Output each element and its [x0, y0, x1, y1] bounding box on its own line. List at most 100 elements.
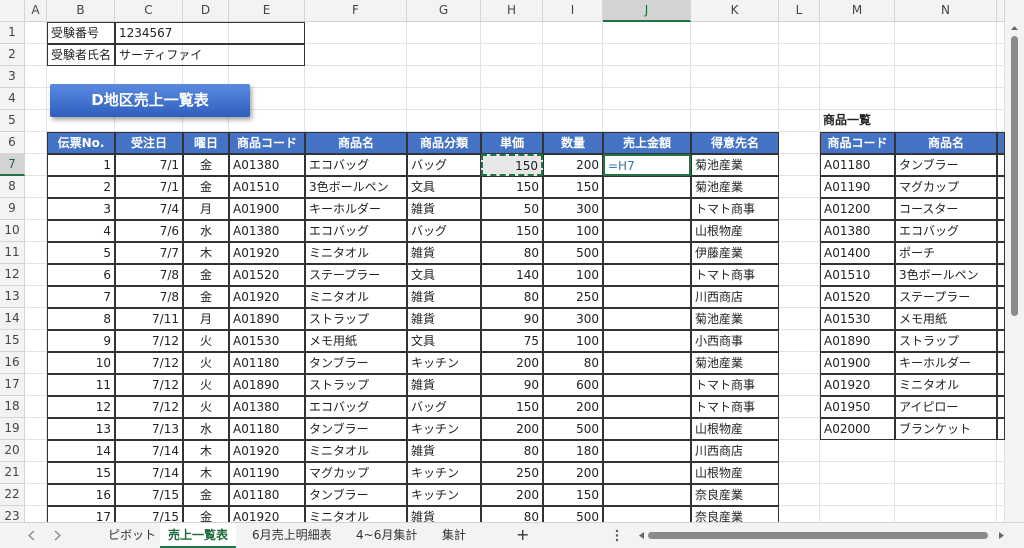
table-cell[interactable]: キッチン — [407, 462, 481, 484]
grid-cell[interactable] — [603, 22, 691, 44]
table-header[interactable]: 曜日 — [183, 132, 229, 154]
row-header[interactable]: 5 — [0, 110, 25, 132]
table-cell[interactable]: 火 — [183, 330, 229, 352]
list-cell[interactable]: エコバッグ — [895, 220, 997, 242]
table-cell[interactable]: A01510 — [229, 176, 305, 198]
list-cell[interactable]: ステープラー — [895, 286, 997, 308]
grid-cell[interactable] — [25, 176, 47, 198]
list-title[interactable]: 商品一覧 — [823, 113, 872, 127]
row-header[interactable]: 6 — [0, 132, 25, 154]
grid-cell[interactable] — [895, 110, 997, 132]
column-header[interactable]: H — [481, 0, 543, 22]
table-cell[interactable]: バッグ — [407, 220, 481, 242]
grid-cell[interactable] — [47, 110, 115, 132]
grid-cell[interactable] — [779, 154, 820, 176]
table-cell[interactable]: A01190 — [229, 462, 305, 484]
table-cell[interactable]: 7/8 — [115, 286, 183, 308]
table-cell[interactable]: タンブラー — [305, 484, 407, 506]
empty-cell[interactable] — [603, 462, 691, 484]
table-cell[interactable]: 90 — [481, 374, 543, 396]
table-cell[interactable]: キッチン — [407, 418, 481, 440]
list-cell-partial[interactable] — [997, 220, 1005, 242]
table-cell[interactable]: 11 — [47, 374, 115, 396]
table-cell[interactable]: 7/12 — [115, 374, 183, 396]
table-cell[interactable]: キッチン — [407, 484, 481, 506]
grid-cell[interactable] — [25, 330, 47, 352]
table-cell[interactable]: 13 — [47, 418, 115, 440]
row-header[interactable]: 19 — [0, 418, 25, 440]
table-cell[interactable]: 月 — [183, 198, 229, 220]
table-cell[interactable]: 木 — [183, 242, 229, 264]
table-cell[interactable]: A01890 — [229, 374, 305, 396]
grid-cell[interactable] — [407, 44, 481, 66]
table-cell[interactable]: 80 — [481, 506, 543, 522]
table-cell[interactable]: 雑貨 — [407, 506, 481, 522]
table-cell[interactable]: 17 — [47, 506, 115, 522]
grid-cell[interactable] — [895, 462, 997, 484]
list-cell[interactable]: A01950 — [820, 396, 895, 418]
table-cell[interactable]: ストラップ — [305, 308, 407, 330]
grid-cell[interactable] — [25, 484, 47, 506]
row-header[interactable]: 3 — [0, 66, 25, 88]
empty-cell[interactable] — [603, 506, 691, 522]
grid-cell[interactable] — [895, 44, 997, 66]
table-cell[interactable]: メモ用紙 — [305, 330, 407, 352]
empty-cell[interactable] — [603, 374, 691, 396]
grid-cell[interactable] — [820, 66, 895, 88]
table-cell[interactable]: 9 — [47, 330, 115, 352]
list-cell[interactable]: コースター — [895, 198, 997, 220]
table-cell[interactable]: 200 — [481, 484, 543, 506]
list-cell-partial[interactable] — [997, 176, 1005, 198]
table-cell[interactable]: 山根物産 — [691, 462, 779, 484]
table-header[interactable]: 数量 — [543, 132, 603, 154]
grid-cell[interactable] — [779, 88, 820, 110]
sheet-tab[interactable]: 4~6月集計 — [356, 528, 418, 542]
table-cell[interactable]: 150 — [481, 220, 543, 242]
table-cell[interactable]: 3色ボールペン — [305, 176, 407, 198]
grid-cell[interactable] — [407, 66, 481, 88]
table-header[interactable]: 伝票No. — [47, 132, 115, 154]
list-cell[interactable]: A01190 — [820, 176, 895, 198]
grid-cell[interactable] — [25, 198, 47, 220]
sheet-tab[interactable]: ピボット — [108, 528, 157, 542]
table-header[interactable]: 商品コード — [229, 132, 305, 154]
table-cell[interactable]: 80 — [543, 352, 603, 374]
table-cell[interactable]: 90 — [481, 308, 543, 330]
grid-cell[interactable] — [779, 462, 820, 484]
grid-cell[interactable] — [820, 22, 895, 44]
table-cell[interactable]: ミニタオル — [305, 440, 407, 462]
list-header-partial[interactable] — [997, 132, 1005, 154]
row-header[interactable]: 4 — [0, 88, 25, 110]
table-cell[interactable]: タンブラー — [305, 352, 407, 374]
table-cell[interactable]: A01920 — [229, 440, 305, 462]
row-header[interactable]: 14 — [0, 308, 25, 330]
grid-cell[interactable] — [779, 374, 820, 396]
table-cell[interactable]: 2 — [47, 176, 115, 198]
grid-cell[interactable] — [305, 110, 407, 132]
grid-cell[interactable] — [25, 88, 47, 110]
table-cell[interactable]: トマト商事 — [691, 374, 779, 396]
row-header[interactable]: 16 — [0, 352, 25, 374]
table-cell[interactable]: 菊池産業 — [691, 176, 779, 198]
grid-cell[interactable] — [779, 418, 820, 440]
grid-cell[interactable] — [481, 66, 543, 88]
list-cell[interactable]: A01510 — [820, 264, 895, 286]
grid-cell[interactable] — [779, 308, 820, 330]
list-cell[interactable]: マグカップ — [895, 176, 997, 198]
empty-cell[interactable] — [603, 330, 691, 352]
grid-cell[interactable] — [997, 110, 1005, 132]
table-cell[interactable]: トマト商事 — [691, 264, 779, 286]
grid-cell[interactable] — [603, 66, 691, 88]
grid-cell[interactable] — [25, 44, 47, 66]
table-header[interactable]: 売上金額 — [603, 132, 691, 154]
column-header[interactable]: D — [183, 0, 229, 22]
list-cell-partial[interactable] — [997, 264, 1005, 286]
table-cell[interactable]: 16 — [47, 484, 115, 506]
grid-cell[interactable] — [691, 88, 779, 110]
grid-cell[interactable] — [691, 110, 779, 132]
table-cell[interactable]: 文具 — [407, 264, 481, 286]
table-cell[interactable]: 小西商事 — [691, 330, 779, 352]
info-label[interactable]: 受験番号 — [47, 22, 115, 44]
grid-cell[interactable] — [25, 132, 47, 154]
table-cell[interactable]: 3 — [47, 198, 115, 220]
